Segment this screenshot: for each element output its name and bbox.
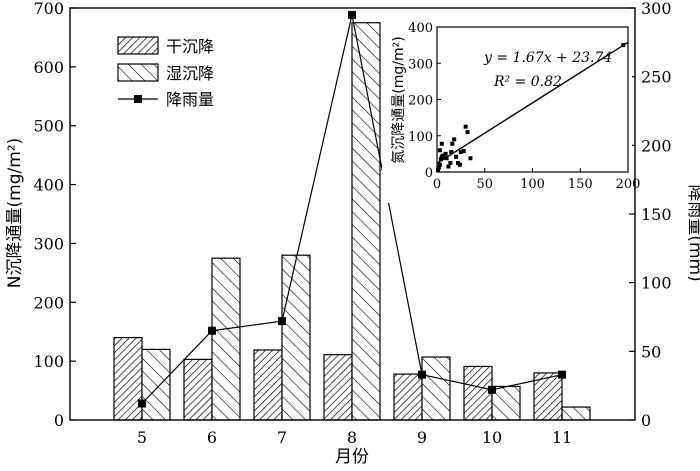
y-tick-label: 300 [33,234,64,253]
inset-scatter-point [468,156,473,161]
rainfall-point [278,317,286,326]
legend-swatch-wet [117,63,159,82]
y2-tick-label: 50 [641,342,661,361]
legend-label-rain: 降雨量 [166,90,214,109]
dry-deposition-bar [463,365,493,421]
inset-scatter-point [457,162,462,167]
inset-scatter-point [443,151,448,156]
inset-scatter-point [440,153,445,158]
inset-scatter-point [436,165,441,170]
y-tick-label: 200 [33,293,64,312]
wet-deposition-bar [421,356,451,421]
dry-deposition-bar [323,354,353,421]
y2-tick-label: 100 [641,274,672,293]
inset-y-tick-label: 400 [408,21,433,36]
inset-x-tick-label: 100 [520,177,545,192]
inset-scatter-point [437,148,442,153]
wet-deposition-bar [141,348,171,421]
inset-x-tick-label: 200 [616,177,641,192]
y-tick-label: 400 [33,176,64,195]
wet-deposition-bar [561,406,591,421]
inset-background [382,18,632,203]
inset-scatter-point [458,150,463,155]
legend-marker-rain [134,95,142,103]
legend-swatch-dry [117,36,159,55]
wet-deposition-bar [281,254,311,421]
y-tick-label: 700 [33,0,64,18]
x-tick-label: 10 [482,428,502,447]
inset-y-axis-label: 氮沉降通量(mg/m²) [391,36,407,163]
y-tick-label: 600 [33,58,64,77]
inset-scatter-plot: 0 50 100 150 200 0 100 200 300 400 y = 1.67x + 23.… [382,18,640,203]
rainfall-point [208,326,216,335]
rainfall-line-group [138,10,566,408]
legend-label-wet: 湿沉降 [166,64,214,83]
rainfall-point [488,385,496,394]
wet-deposition-bar [491,385,521,421]
inset-scatter-point [461,148,466,153]
legend-label-dry: 干沉降 [166,37,214,56]
dry-deposition-bar [113,337,143,421]
inset-scatter-point [444,156,449,161]
wet-deposition-bar [351,22,381,421]
inset-scatter-point [439,141,444,146]
y2-tick-label: 0 [641,411,651,430]
rainfall-point [138,399,146,408]
x-tick-label: 8 [347,428,357,447]
inset-x-tick-label: 150 [568,177,593,192]
y2-tick-label: 200 [641,136,672,155]
main-bars-group [113,22,591,421]
inset-scatter-point [438,157,443,162]
inset-scatter-point [448,160,453,165]
dry-deposition-bar [393,373,423,421]
inset-scatter-point [465,130,470,135]
inset-r-squared: R² = 0.82 [493,74,562,90]
y-tick-label: 0 [54,411,64,430]
x-tick-label: 9 [417,428,427,447]
y2-tick-label: 150 [641,205,672,224]
main-axes-group: 0100200300400500600700050100150200250300… [33,0,671,447]
dry-deposition-bar [183,358,213,421]
rainfall-point [558,370,566,379]
inset-x-tick-label: 0 [433,177,441,192]
x-tick-label: 6 [207,428,217,447]
inset-scatter-point [463,124,468,129]
inset-scatter-point [449,150,454,155]
rainfall-point [348,10,356,19]
inset-scatter-point [450,141,455,146]
dry-deposition-bar [253,349,283,421]
inset-scatter-point [435,168,440,173]
x-tick-label: 11 [552,428,572,447]
y-axis-label: N沉降通量(mg/m²) [5,138,25,288]
x-tick-label: 7 [277,428,287,447]
inset-scatter-point [452,137,457,142]
inset-scatter-point [437,162,442,167]
x-tick-label: 5 [137,428,147,447]
y2-axis-label: 降雨量(mm) [685,184,700,281]
wet-deposition-bar [211,257,241,421]
inset-y-tick-label: 200 [408,94,433,109]
y-tick-label: 500 [33,117,64,136]
y-tick-label: 100 [33,352,64,371]
inset-y-tick-label: 300 [408,57,433,72]
inset-scatter-point [454,154,459,159]
inset-y-tick-label: 100 [408,130,433,145]
x-axis-label: 月份 [335,447,369,467]
inset-fit-line [436,41,629,164]
inset-scatter-point [446,164,451,169]
inset-y-tick-label: 0 [425,166,433,181]
rainfall-point [418,370,426,379]
y2-tick-label: 300 [641,0,672,18]
y2-tick-label: 250 [641,68,672,87]
inset-equation: y = 1.67x + 23.74 [483,50,612,66]
inset-scatter-point [621,43,626,48]
inset-x-tick-label: 50 [476,177,493,192]
